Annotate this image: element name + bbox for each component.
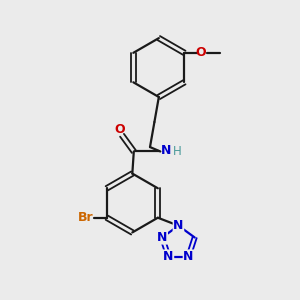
Text: O: O xyxy=(196,46,206,59)
Text: N: N xyxy=(173,219,184,232)
Text: N: N xyxy=(183,250,194,263)
Text: N: N xyxy=(157,231,167,244)
Text: O: O xyxy=(114,124,125,136)
Text: Br: Br xyxy=(77,211,93,224)
Text: N: N xyxy=(163,250,174,263)
Text: N: N xyxy=(161,144,171,158)
Text: H: H xyxy=(173,145,182,158)
